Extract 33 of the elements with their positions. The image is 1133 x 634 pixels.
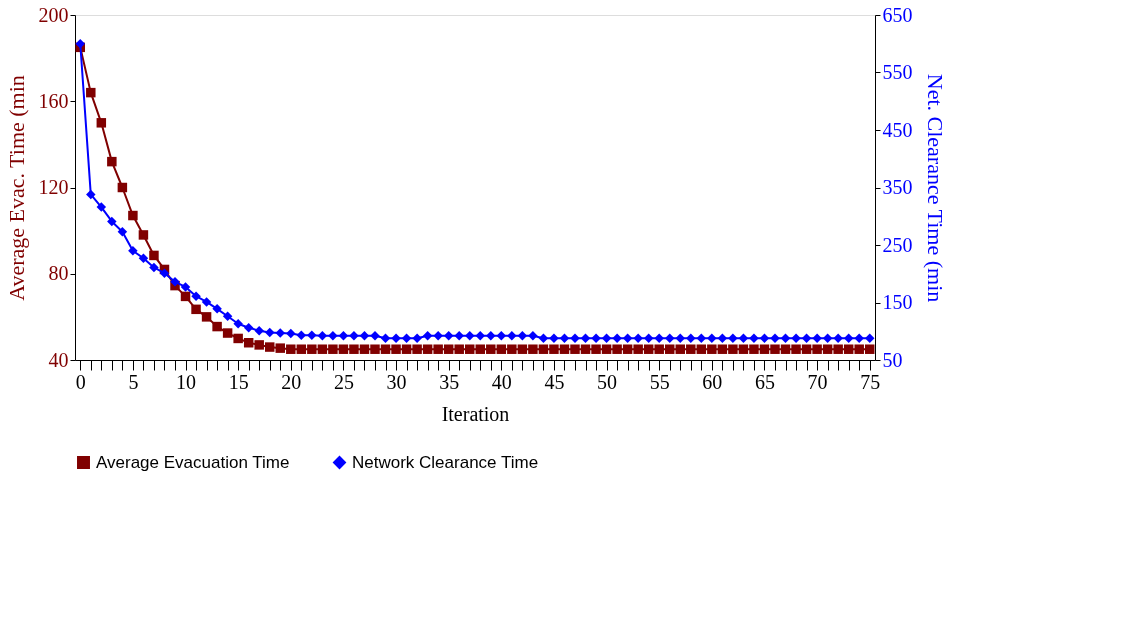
- x-tick-label: 60: [702, 370, 723, 393]
- x-tick-label: 75: [860, 370, 881, 393]
- x-tick-label: 45: [544, 370, 565, 393]
- x-tick-label: 50: [597, 370, 618, 393]
- y-tick-label: 120: [38, 176, 69, 198]
- x-tick-label: 0: [75, 370, 86, 393]
- x-tick-label: 40: [491, 370, 512, 393]
- x-tick-label: 5: [128, 370, 139, 393]
- x-tick-label: 25: [333, 370, 354, 393]
- x-axis-title: Iteration: [441, 402, 510, 425]
- x-tick-label: 10: [176, 370, 197, 393]
- y-tick-label: 160: [38, 89, 69, 112]
- y-tick-label: 40: [48, 348, 69, 371]
- y-axis-title: Average Evac. Time (min: [3, 75, 29, 301]
- x-tick-label: 15: [228, 370, 249, 393]
- x-tick-label: 55: [649, 370, 670, 393]
- y2-tick-label: 650: [882, 3, 913, 26]
- y2-tick-label: 450: [882, 118, 913, 141]
- y2-tick-label: 50: [882, 348, 903, 371]
- x-tick-label: 35: [439, 370, 460, 393]
- x-tick-label: 70: [807, 370, 828, 393]
- y2-tick-label: 150: [882, 291, 913, 313]
- y2-axis-title: Net. Clearance Time (min: [922, 73, 948, 303]
- y2-tick-label: 250: [882, 233, 913, 256]
- y2-tick-label: 350: [882, 176, 913, 198]
- legend-label: Average Evacuation Time: [96, 452, 290, 472]
- legend-label: Network Clearance Time: [352, 452, 539, 472]
- y2-tick-label: 550: [882, 61, 913, 83]
- x-tick-label: 30: [386, 370, 407, 393]
- y-tick-label: 200: [38, 3, 69, 26]
- y-tick-label: 80: [48, 262, 69, 285]
- x-tick-label: 65: [754, 370, 775, 393]
- x-tick-label: 20: [281, 370, 302, 393]
